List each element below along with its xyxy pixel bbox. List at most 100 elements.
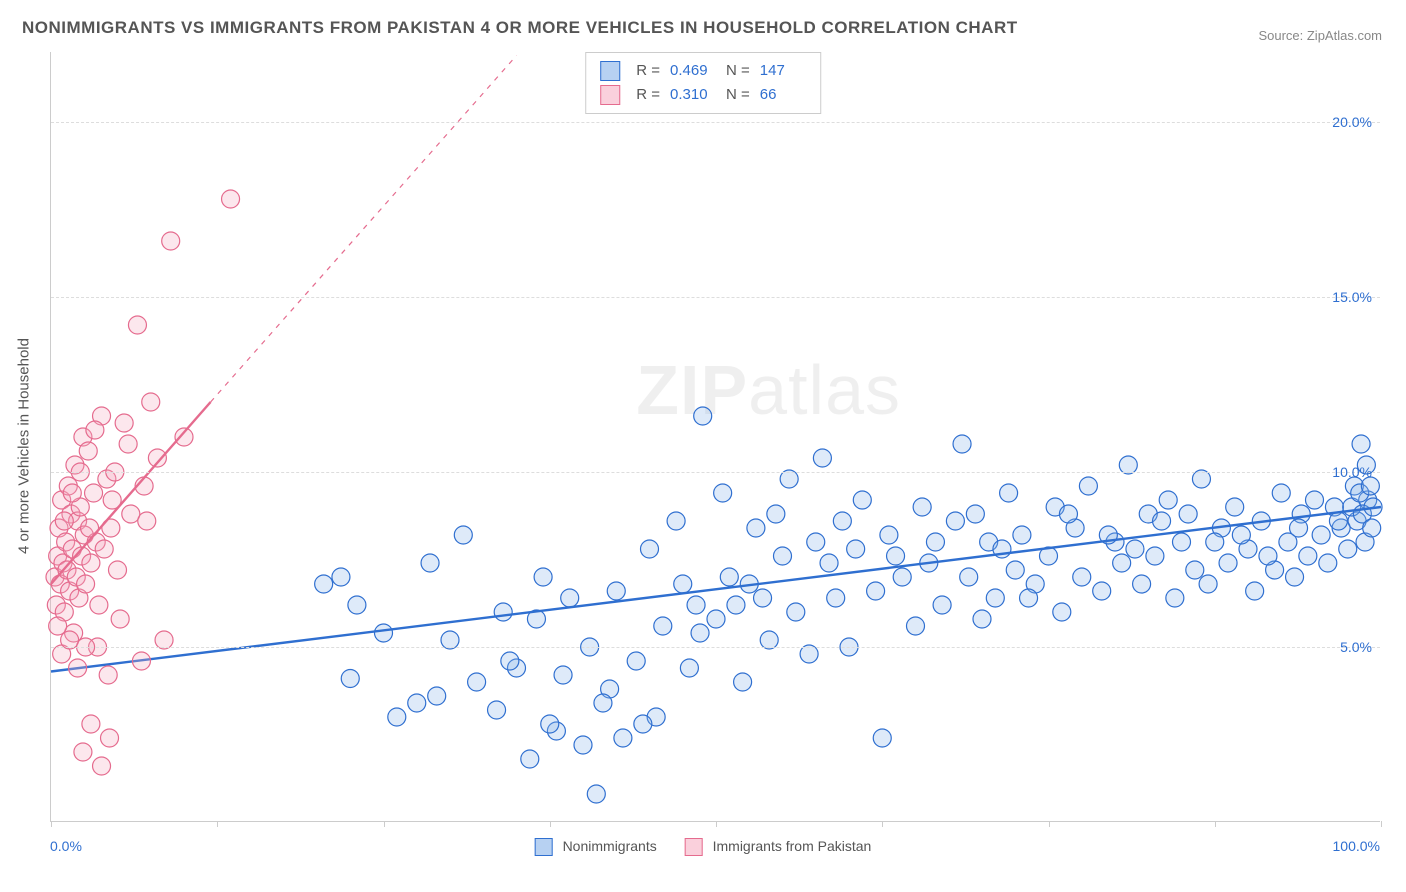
scatter-point — [501, 652, 519, 670]
scatter-point — [454, 526, 472, 544]
scatter-point — [1073, 568, 1091, 586]
scatter-point — [847, 540, 865, 558]
scatter-point — [774, 547, 792, 565]
scatter-point — [887, 547, 905, 565]
scatter-point — [93, 757, 111, 775]
scatter-point — [1329, 512, 1347, 530]
scatter-point — [1259, 547, 1277, 565]
stats-legend: R = 0.469 N = 147 R = 0.310 N = 66 — [585, 52, 821, 114]
scatter-point — [973, 610, 991, 628]
scatter-point — [966, 505, 984, 523]
scatter-point — [820, 554, 838, 572]
scatter-point — [341, 670, 359, 688]
stat-r-value: 0.469 — [670, 59, 716, 83]
stats-row-nonimmigrants: R = 0.469 N = 147 — [600, 59, 806, 83]
scatter-point — [79, 442, 97, 460]
scatter-point — [119, 435, 137, 453]
gridline — [51, 297, 1380, 298]
x-tick — [1381, 821, 1382, 827]
scatter-point — [534, 568, 552, 586]
scatter-point — [95, 540, 113, 558]
x-tick — [384, 821, 385, 827]
scatter-point — [960, 568, 978, 586]
scatter-point — [767, 505, 785, 523]
x-tick — [51, 821, 52, 827]
scatter-point — [1226, 498, 1244, 516]
scatter-point — [747, 519, 765, 537]
scatter-point — [468, 673, 486, 691]
swatch-icon — [685, 838, 703, 856]
stat-n-value: 66 — [760, 83, 806, 107]
x-axis-max-label: 100.0% — [1333, 838, 1380, 854]
scatter-point — [1286, 568, 1304, 586]
scatter-point — [90, 596, 108, 614]
scatter-point — [720, 568, 738, 586]
scatter-point — [674, 575, 692, 593]
swatch-icon — [600, 85, 620, 105]
scatter-point — [109, 561, 127, 579]
scatter-point — [1173, 533, 1191, 551]
scatter-point — [907, 617, 925, 635]
scatter-point — [867, 582, 885, 600]
scatter-point — [332, 568, 350, 586]
scatter-point — [1272, 484, 1290, 502]
scatter-point — [694, 407, 712, 425]
scatter-point — [421, 554, 439, 572]
trend-line-extension — [211, 56, 517, 403]
x-tick — [550, 821, 551, 827]
gridline — [51, 472, 1380, 473]
x-tick — [882, 821, 883, 827]
gridline — [51, 647, 1380, 648]
scatter-point — [634, 715, 652, 733]
scatter-point — [926, 533, 944, 551]
scatter-point — [1290, 519, 1308, 537]
scatter-point — [587, 785, 605, 803]
scatter-point — [986, 589, 1004, 607]
scatter-point — [1053, 603, 1071, 621]
scatter-point — [1232, 526, 1250, 544]
x-tick — [716, 821, 717, 827]
scatter-point — [714, 484, 732, 502]
plot-area: ZIPatlas 5.0%10.0%15.0%20.0% — [50, 52, 1380, 822]
scatter-point — [946, 512, 964, 530]
y-tick-label: 15.0% — [1332, 289, 1372, 305]
scatter-point — [953, 435, 971, 453]
gridline — [51, 122, 1380, 123]
scatter-point — [680, 659, 698, 677]
scatter-point — [1059, 505, 1077, 523]
scatter-point — [853, 491, 871, 509]
stat-label: R = — [636, 59, 660, 83]
swatch-icon — [535, 838, 553, 856]
scatter-point — [691, 624, 709, 642]
scatter-point — [880, 526, 898, 544]
x-axis-min-label: 0.0% — [50, 838, 82, 854]
scatter-point — [55, 512, 73, 530]
scatter-point — [82, 554, 100, 572]
scatter-point — [101, 729, 119, 747]
scatter-point — [687, 596, 705, 614]
scatter-point — [1153, 512, 1171, 530]
scatter-point — [348, 596, 366, 614]
scatter-point — [1363, 519, 1381, 537]
scatter-point — [128, 316, 146, 334]
scatter-point — [86, 421, 104, 439]
y-tick-label: 20.0% — [1332, 114, 1372, 130]
scatter-point — [1020, 589, 1038, 607]
scatter-point — [1352, 435, 1370, 453]
stat-r-value: 0.310 — [670, 83, 716, 107]
scatter-point — [727, 596, 745, 614]
scatter-point — [85, 484, 103, 502]
scatter-point — [893, 568, 911, 586]
stats-row-immigrants: R = 0.310 N = 66 — [600, 83, 806, 107]
scatter-point — [833, 512, 851, 530]
scatter-point — [1079, 477, 1097, 495]
swatch-icon — [600, 61, 620, 81]
scatter-point — [74, 743, 92, 761]
scatter-point — [574, 736, 592, 754]
scatter-point — [734, 673, 752, 691]
scatter-point — [607, 582, 625, 600]
scatter-point — [541, 715, 559, 733]
scatter-point — [1133, 575, 1151, 593]
scatter-point — [1000, 484, 1018, 502]
scatter-point — [63, 484, 81, 502]
